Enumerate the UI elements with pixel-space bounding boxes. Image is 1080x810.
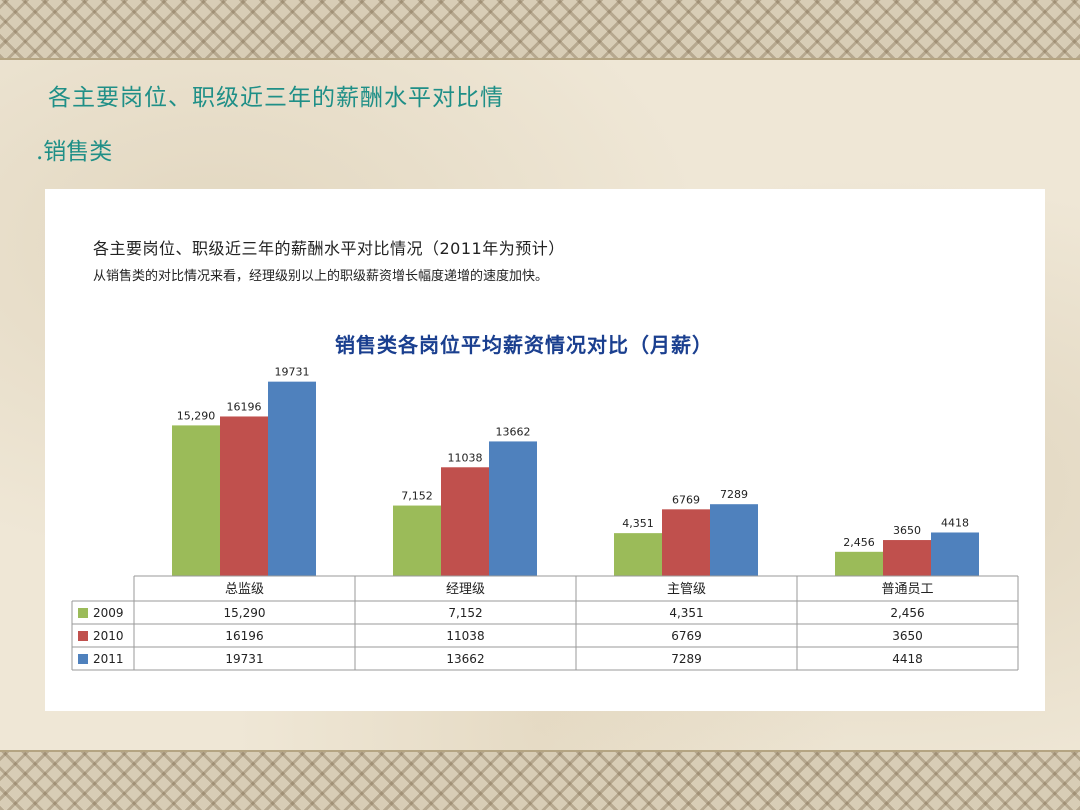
bar-2009-3 <box>835 551 883 576</box>
bar-2010-0 <box>220 416 268 576</box>
bar-2011-2 <box>710 504 758 576</box>
table-cell-2011-1: 13662 <box>446 652 484 666</box>
table-cell-2011-2: 7289 <box>671 652 702 666</box>
bar-2011-3 <box>931 532 979 576</box>
data-label-2011-3: 4418 <box>941 516 969 529</box>
data-label-2009-1: 7,152 <box>401 490 433 503</box>
table-cell-2010-0: 16196 <box>225 629 263 643</box>
slide-title: 各主要岗位、职级近三年的薪酬水平对比情 <box>48 85 504 111</box>
top-border-line <box>0 58 1080 60</box>
table-cell-2010-2: 6769 <box>671 629 702 643</box>
table-cell-2011-3: 4418 <box>892 652 923 666</box>
data-label-2009-3: 2,456 <box>843 536 875 549</box>
bar-2009-1 <box>393 505 441 576</box>
data-label-2009-0: 15,290 <box>177 409 216 422</box>
bar-2011-0 <box>268 381 316 576</box>
legend-label-2011: 2011 <box>93 652 124 666</box>
bar-2010-2 <box>662 509 710 576</box>
data-label-2010-0: 16196 <box>227 400 262 413</box>
bar-2011-1 <box>489 441 537 576</box>
data-label-2010-1: 11038 <box>448 451 483 464</box>
bar-2009-2 <box>614 533 662 576</box>
legend-label-2010: 2010 <box>93 629 124 643</box>
data-label-2011-2: 7289 <box>720 488 748 501</box>
data-label-2011-1: 13662 <box>496 425 531 438</box>
bar-2009-0 <box>172 425 220 576</box>
legend-swatch-2009 <box>78 608 88 618</box>
panel-description: 从销售类的对比情况来看，经理级别以上的职级薪资增长幅度递增的速度加快。 <box>93 269 549 284</box>
slide-subtitle: .销售类 <box>36 139 113 165</box>
category-label: 总监级 <box>225 582 264 597</box>
category-label: 经理级 <box>446 582 485 597</box>
table-cell-2011-0: 19731 <box>225 652 263 666</box>
data-label-2011-0: 19731 <box>275 366 310 379</box>
data-label-2010-2: 6769 <box>672 493 700 506</box>
chart-panel: 各主要岗位、职级近三年的薪酬水平对比情况（2011年为预计） 从销售类的对比情况… <box>45 189 1045 711</box>
category-label: 主管级 <box>667 582 706 597</box>
legend-swatch-2010 <box>78 631 88 641</box>
table-cell-2009-3: 2,456 <box>890 606 924 620</box>
legend-label-2009: 2009 <box>93 606 124 620</box>
panel-heading: 各主要岗位、职级近三年的薪酬水平对比情况（2011年为预计） <box>93 239 565 258</box>
category-label: 普通员工 <box>881 582 933 597</box>
data-label-2009-2: 4,351 <box>622 517 654 530</box>
chart-title: 销售类各岗位平均薪资情况对比（月薪） <box>335 333 713 357</box>
table-cell-2009-2: 4,351 <box>669 606 703 620</box>
bar-chart: 15,290 7,152 4,351 2,456 16196 11038 6769 3650 1… <box>71 366 1019 671</box>
bottom-decorative-border <box>0 752 1080 810</box>
table-cell-2010-3: 3650 <box>892 629 923 643</box>
top-decorative-border <box>0 0 1080 58</box>
bar-2010-3 <box>883 540 931 576</box>
data-label-2010-3: 3650 <box>893 524 921 537</box>
table-cell-2010-1: 11038 <box>446 629 484 643</box>
legend-swatch-2011 <box>78 654 88 664</box>
table-cell-2009-1: 7,152 <box>448 606 482 620</box>
table-cell-2009-0: 15,290 <box>224 606 266 620</box>
bar-2010-1 <box>441 467 489 576</box>
bottom-border-line <box>0 750 1080 752</box>
